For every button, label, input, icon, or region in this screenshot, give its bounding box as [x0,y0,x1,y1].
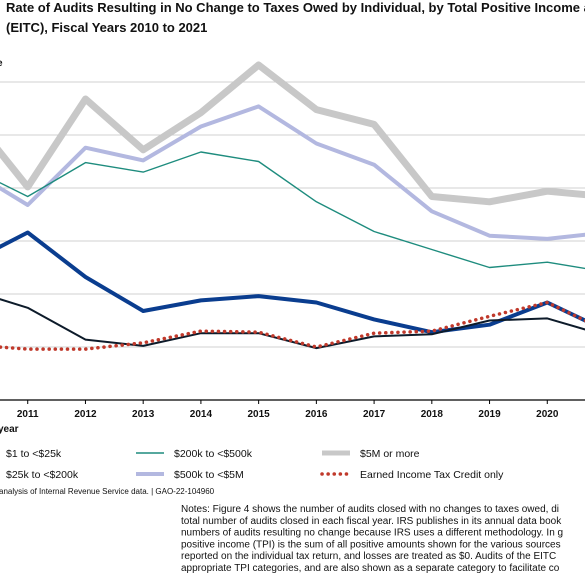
note-line: positive income (TPI) is the sum of all … [181,539,561,550]
x-tick-label: 2016 [305,409,328,420]
series-line [0,300,585,351]
note-line: reported on the individual tax return, a… [181,551,556,562]
series-line [0,104,585,241]
note-line: Notes: Figure 4 shows the number of audi… [181,504,559,515]
source: analysis of Internal Revenue Service dat… [0,487,215,496]
x-tick-label: 2018 [421,409,444,420]
x-tick-label: 2013 [132,409,155,420]
series-line [0,151,585,270]
note-line: numbers of audits resulting no change be… [181,528,563,539]
chart-title: Rate of Audits Resulting in No Change to… [6,0,585,15]
x-axis-label: year [0,424,19,435]
chart-title: (EITC), Fiscal Years 2010 to 2021 [6,20,207,35]
note-line: appropriate TPI categories, and are also… [181,563,560,574]
legend-label: $5M or more [360,448,420,460]
x-tick-label: 2020 [536,409,559,420]
y-axis-label: e [0,58,3,69]
x-tick-label: 2017 [363,409,386,420]
legend-label: $500k to <$5M [174,469,244,481]
legend-label: $25k to <$200k [6,469,79,481]
series-line [0,298,585,350]
x-tick-label: 2019 [478,409,501,420]
x-tick-label: 2014 [190,409,213,420]
legend-label: $200k to <$500k [174,448,253,460]
x-tick-label: 2012 [74,409,97,420]
x-tick-label: 2011 [17,409,39,420]
x-tick-label: 2015 [248,409,271,420]
legend-label: Earned Income Tax Credit only [360,469,504,481]
series-line [0,61,585,206]
note-line: total number of audits closed in each fi… [181,516,562,527]
legend-label: $1 to <$25k [6,448,62,460]
series-line [0,230,585,335]
